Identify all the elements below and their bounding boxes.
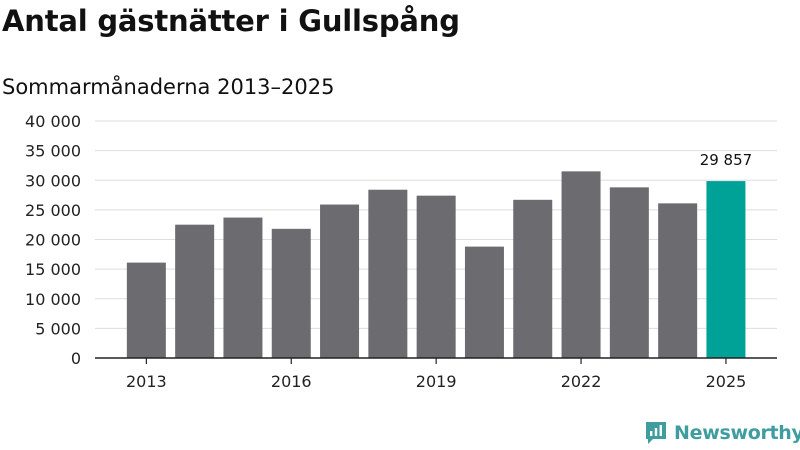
chart-title: Antal gästnätter i Gullspång	[2, 4, 460, 38]
bar	[368, 189, 408, 358]
y-axis-tick-labels: 0 5 000 10 000 15 000 20 000 25 000 30 000 35 0…	[25, 112, 81, 368]
y-tick-label: 25 000	[25, 201, 81, 220]
bar	[658, 203, 698, 358]
y-tick-label: 15 000	[25, 260, 81, 279]
x-tick-label: 2013	[126, 372, 167, 391]
brand-name: Newsworthy	[674, 422, 800, 444]
bar	[513, 199, 553, 358]
bar-chart: 0 5 000 10 000 15 000 20 000 25 000 30 000 35 0…	[25, 112, 777, 391]
bar	[320, 204, 360, 358]
x-axis-ticks: 2013 2016 2019 2022 2025	[126, 358, 746, 391]
bar	[175, 224, 215, 358]
bar	[271, 228, 311, 358]
bar	[223, 217, 263, 358]
x-tick-label: 2025	[706, 372, 747, 391]
newsworthy-logo-icon	[646, 422, 666, 444]
bar	[609, 187, 649, 358]
bar	[416, 195, 456, 358]
y-tick-label: 20 000	[25, 231, 81, 250]
y-tick-label: 35 000	[25, 142, 81, 161]
bar	[126, 262, 166, 358]
y-tick-label: 30 000	[25, 171, 81, 190]
y-tick-label: 0	[71, 349, 81, 368]
y-tick-label: 40 000	[25, 112, 81, 131]
chart-subtitle: Sommarmånaderna 2013–2025	[2, 75, 335, 99]
bars	[126, 171, 746, 358]
bar	[561, 171, 601, 358]
x-tick-label: 2022	[561, 372, 602, 391]
y-tick-label: 10 000	[25, 290, 81, 309]
highlight-value-label: 29 857	[700, 151, 753, 169]
x-tick-label: 2016	[271, 372, 312, 391]
x-tick-label: 2019	[416, 372, 457, 391]
newsworthy-logo: Newsworthy	[644, 420, 800, 446]
bar-highlighted	[706, 181, 746, 358]
bar	[464, 246, 504, 358]
y-tick-label: 5 000	[35, 319, 81, 338]
annotations: 29 857	[700, 151, 753, 169]
